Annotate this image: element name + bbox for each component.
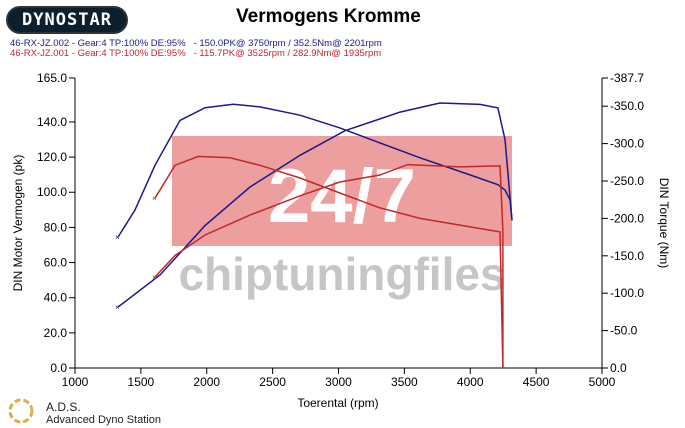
y2-tick-label: -300.0 (610, 137, 644, 151)
x-tick-label: 2000 (193, 375, 220, 389)
watermark-box (172, 136, 512, 246)
footer-brand: A.D.S. (46, 400, 81, 414)
y-tick-label: 100.0 (37, 185, 67, 199)
y2-tick-label: -100.0 (610, 286, 644, 300)
y-tick-label: 140.0 (37, 115, 67, 129)
y2-tick-label: 0.0 (610, 361, 627, 375)
ads-logo-icon (8, 398, 34, 424)
series-start-marker: × (152, 194, 157, 203)
y-tick-label: 165.0 (37, 71, 67, 85)
series-start-marker: × (115, 303, 120, 312)
x-tick-label: 1000 (62, 375, 89, 389)
series-46-RX-JZ.001-torque (154, 155, 504, 369)
series-46-RX-JZ.002-power (117, 102, 513, 308)
y-tick-label: 0.0 (50, 361, 67, 375)
series-start-marker: × (115, 233, 120, 242)
chart-title: Vermogens Kromme (236, 6, 421, 27)
x-tick-label: 4500 (523, 375, 550, 389)
x-tick-label: 4000 (457, 375, 484, 389)
dynostar-logo: DYNOSTAR (6, 6, 128, 34)
y2-tick-label: -387.7 (610, 71, 644, 85)
watermark: 24/7 chiptuningfiles (172, 136, 512, 300)
y-axis-label: DIN Motor Vermogen (pk) (11, 155, 25, 292)
x-tick-label: 3500 (391, 375, 418, 389)
x-tick-label: 5000 (589, 375, 616, 389)
watermark-text: chiptuningfiles (178, 248, 505, 300)
run-legend-1: 46-RX-JZ.002 - Gear:4 TP:100% DE:95% - 1… (10, 38, 382, 49)
series-start-marker: × (152, 273, 157, 282)
y2-tick-label: -350.0 (610, 99, 644, 113)
y2-tick-label: -150.0 (610, 249, 644, 263)
watermark-247: 24/7 (268, 154, 416, 239)
y-tick-label: 80.0 (44, 220, 68, 234)
x-axis-label: Toerental (rpm) (297, 396, 378, 410)
y2-tick-label: -200.0 (610, 211, 644, 225)
x-tick-label: 1500 (128, 375, 155, 389)
x-tick-label: 2500 (259, 375, 286, 389)
y-tick-label: 40.0 (44, 291, 68, 305)
y2-tick-label: -50.0 (610, 324, 638, 338)
x-tick-label: 3000 (325, 375, 352, 389)
run-legend-2: 46-RX-JZ.001 - Gear:4 TP:100% DE:95% - 1… (10, 48, 382, 59)
y2-tick-label: -250.0 (610, 174, 644, 188)
y2-axis-label: DIN Torque (Nm) (657, 178, 671, 268)
footer-subtitle: Advanced Dyno Station (46, 414, 161, 426)
y-tick-label: 20.0 (44, 326, 68, 340)
y-tick-label: 60.0 (44, 256, 68, 270)
series-46-RX-JZ.001-power (154, 163, 504, 368)
y-tick-label: 120.0 (37, 150, 67, 164)
